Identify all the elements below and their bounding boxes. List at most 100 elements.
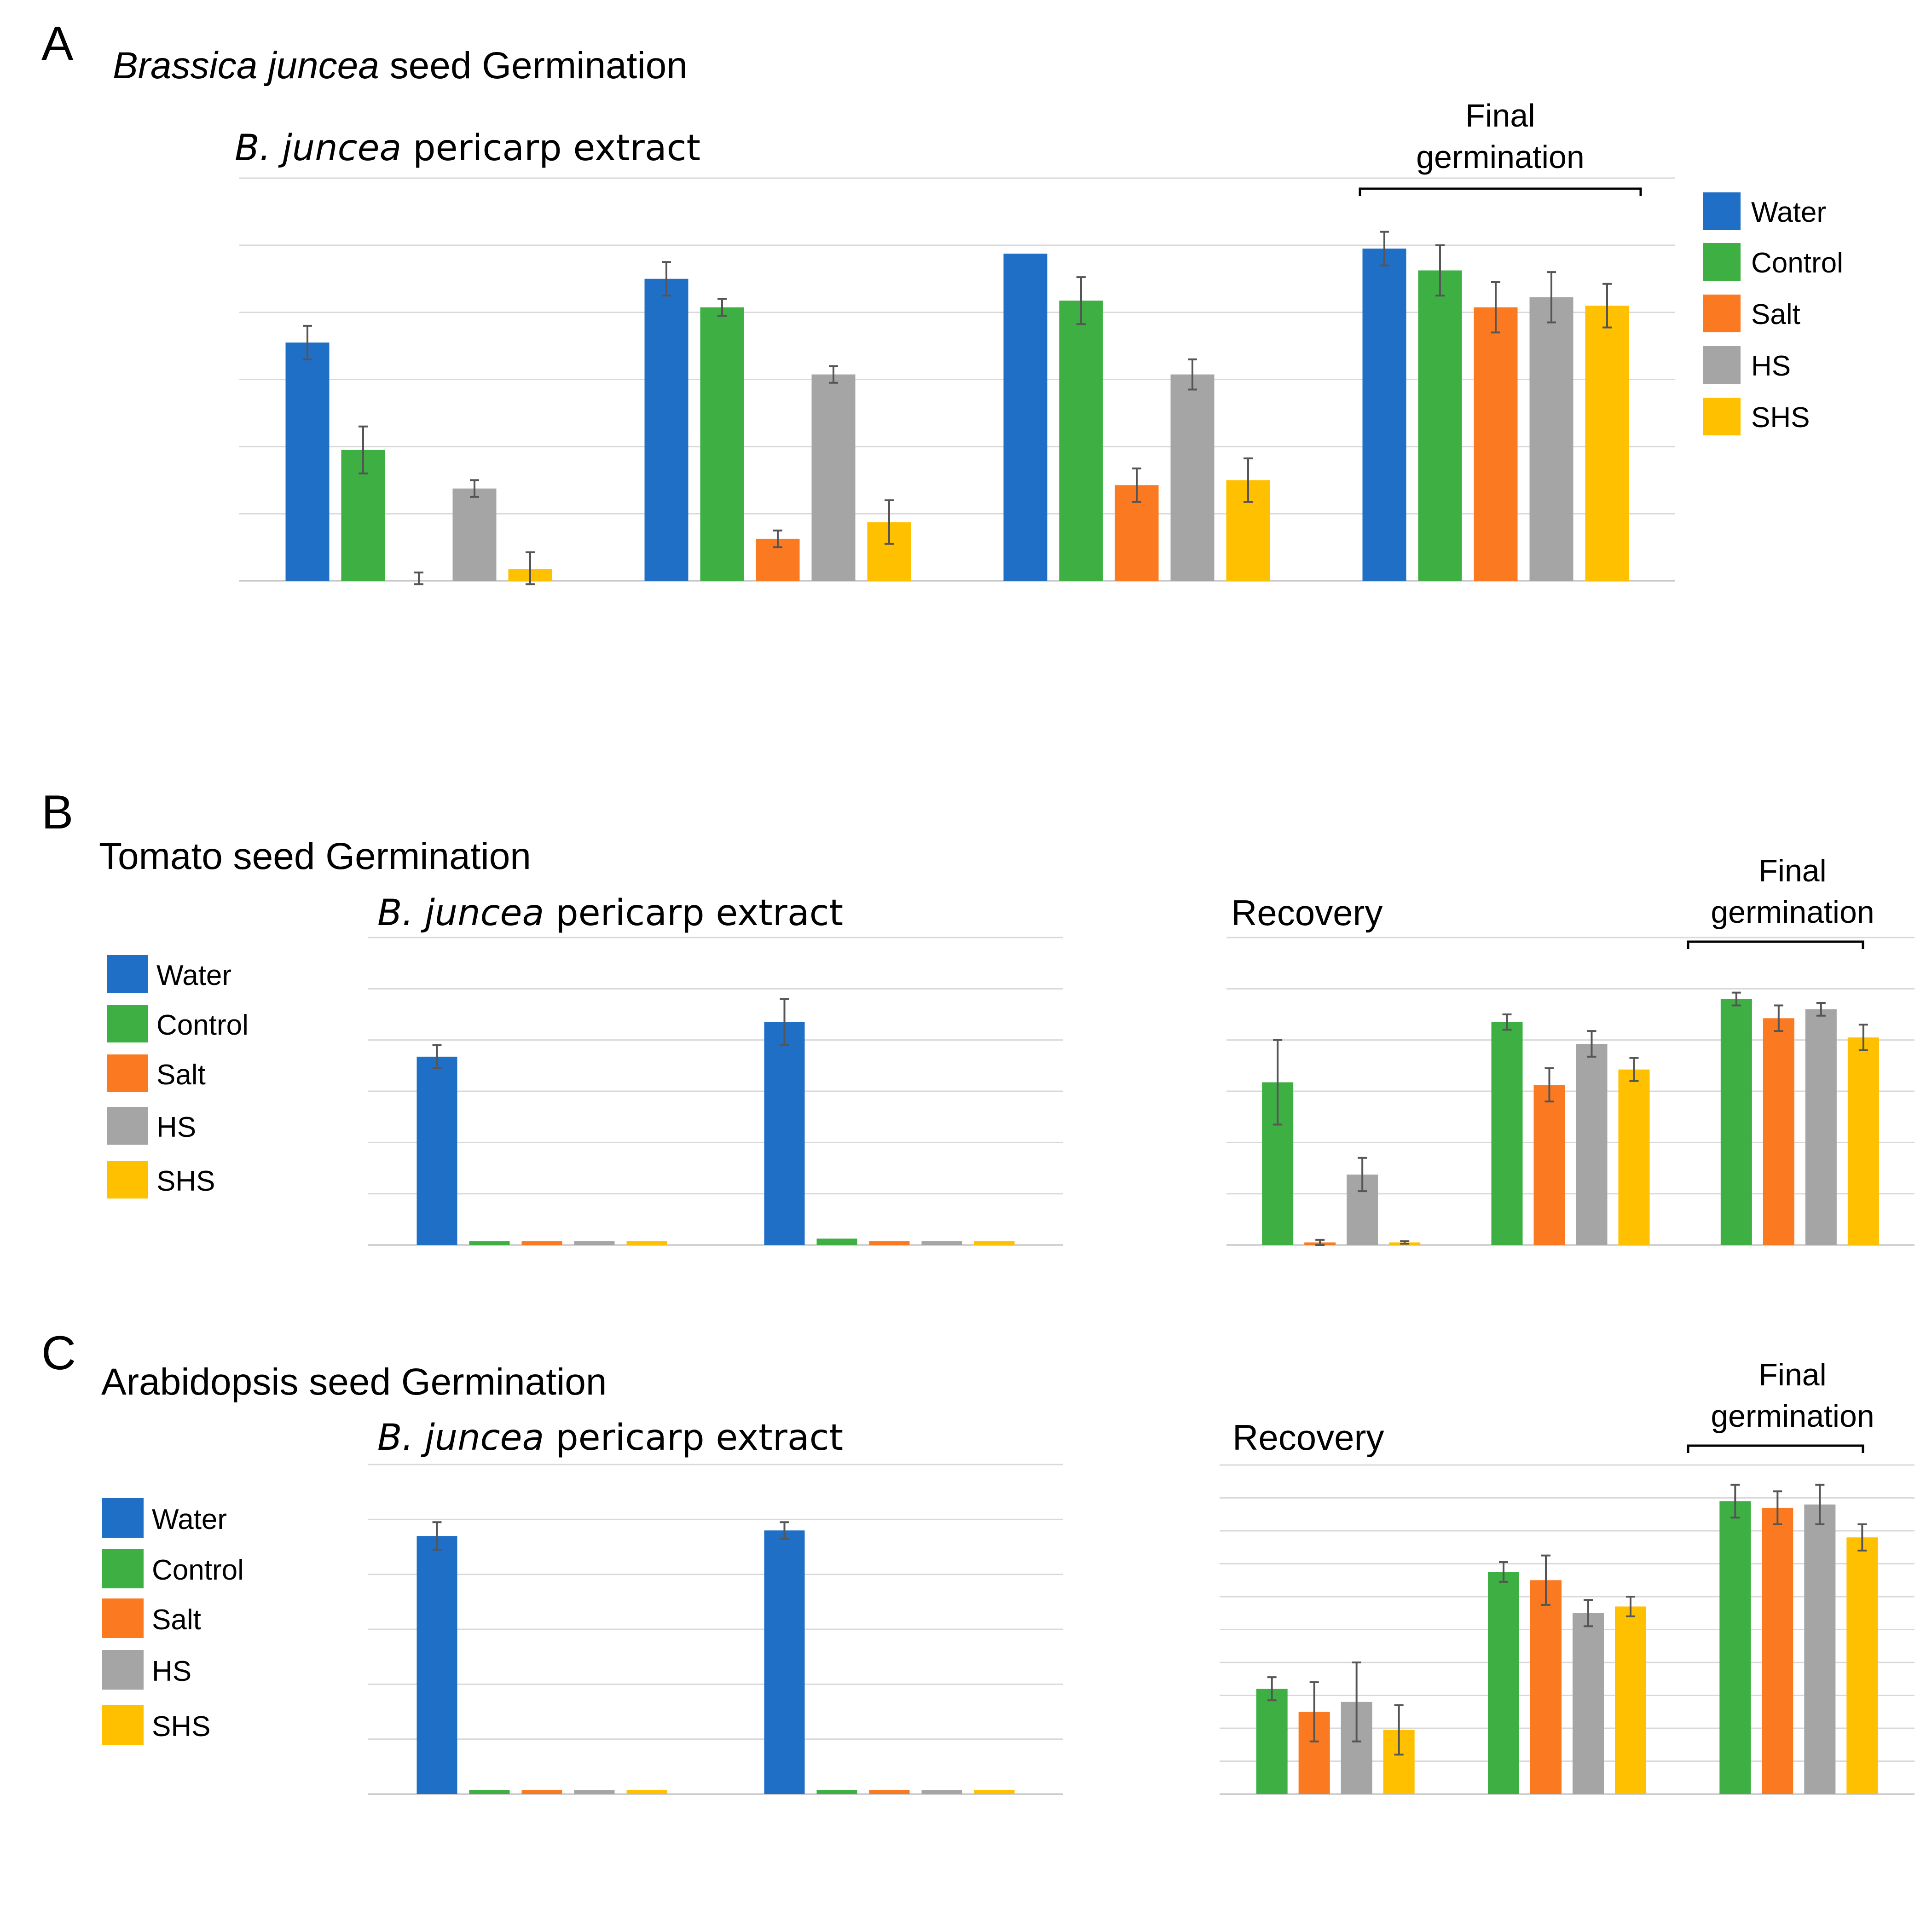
- bar-control-72: [816, 1790, 857, 1794]
- bar-salt-72: [521, 1241, 562, 1245]
- bar-shs-72: [626, 1241, 667, 1245]
- legend-c-swatch-water: [102, 1498, 144, 1538]
- legend-panel-b: Water Control Salt HS SHS: [107, 955, 249, 1199]
- final-germination-bracket: [1359, 187, 1642, 196]
- panel-b-title: Tomato seed Germination: [99, 835, 531, 877]
- bar-salt-96: [1474, 307, 1518, 581]
- bar-shs-72: [974, 1790, 1015, 1794]
- panel-c-subtitle-rest: pericarp extract: [544, 1417, 843, 1459]
- legend-a-swatch-water: [1703, 192, 1741, 230]
- panel-a-title-rest: seed Germination: [379, 45, 688, 87]
- bar-control-72: [1720, 999, 1752, 1245]
- bar-control-48: [1491, 1022, 1523, 1245]
- bar-hs-48: [1576, 1044, 1608, 1245]
- final-germination-bracket: [1687, 1444, 1864, 1453]
- legend-a-label-water: Water: [1751, 197, 1826, 228]
- final-germination-label: Final: [1758, 1357, 1826, 1392]
- bar-hs-72: [1805, 1009, 1837, 1245]
- panel-a-subtitle: B. juncea pericarp extract: [235, 127, 700, 169]
- bar-salt-72: [869, 1790, 910, 1794]
- bar-hs-96: [921, 1241, 962, 1245]
- chart-panel-c-extract: [368, 1464, 1063, 1795]
- bar-water-72: [416, 1056, 457, 1245]
- final-germination-label: Final: [1465, 98, 1535, 133]
- bar-water-24: [285, 342, 330, 581]
- bar-shs-48: [1618, 1069, 1650, 1245]
- legend-b-swatch-salt: [107, 1054, 148, 1092]
- bar-control-48: [1256, 1689, 1288, 1794]
- panel-c-recovery-title: Recovery: [1232, 1417, 1384, 1458]
- legend-b-swatch-hs: [107, 1107, 148, 1145]
- bar-hs-96: [1529, 297, 1573, 581]
- panel-letter-c: C: [41, 1326, 76, 1380]
- legend-c-label-salt: Salt: [152, 1604, 201, 1636]
- panel-letter-b: B: [41, 786, 73, 839]
- bar-salt-48: [521, 1790, 562, 1794]
- legend-b-label-control: Control: [156, 1009, 249, 1041]
- legend-a-swatch-salt: [1703, 295, 1741, 332]
- bar-shs-48: [626, 1790, 667, 1794]
- panel-c-subtitle-species: B. juncea: [377, 1417, 544, 1459]
- legend-b-label-hs: HS: [156, 1112, 196, 1143]
- panel-letter-a: A: [41, 17, 74, 70]
- legend-panel-a: Water Control Salt HS SHS: [1703, 192, 1843, 435]
- panel-a-title-species: Brassica juncea: [113, 45, 379, 87]
- bar-salt-96: [1762, 1507, 1793, 1794]
- panel-b-recovery-title: Recovery: [1231, 892, 1382, 933]
- bar-salt-72: [1763, 1018, 1794, 1245]
- bar-control-72: [469, 1241, 510, 1245]
- bar-shs-96: [1846, 1537, 1878, 1794]
- chart-panel-c-recovery: Final germination: [1220, 1357, 1915, 1795]
- panel-a-subtitle-rest: pericarp extract: [401, 127, 700, 169]
- legend-b-label-water: Water: [156, 960, 231, 991]
- chart-panel-a: Final germination: [239, 98, 1675, 585]
- chart-panel-b-recovery: Final germination: [1226, 853, 1915, 1246]
- bar-water-96: [764, 1022, 805, 1245]
- bar-control-48: [469, 1790, 510, 1794]
- bar-hs-72: [574, 1241, 615, 1245]
- bar-hs-96: [1804, 1504, 1836, 1794]
- legend-b-swatch-control: [107, 1005, 148, 1042]
- legend-a-label-shs: SHS: [1751, 402, 1810, 434]
- legend-c-swatch-hs: [102, 1650, 144, 1690]
- bar-control-72: [1488, 1572, 1519, 1794]
- legend-panel-c: Water Control Salt HS SHS: [102, 1498, 244, 1745]
- bar-water-72: [764, 1530, 805, 1794]
- panel-a-title: Brassica juncea seed Germination: [113, 45, 688, 87]
- bar-shs-96: [1585, 306, 1629, 581]
- legend-b-label-salt: Salt: [156, 1059, 206, 1091]
- panel-c-subtitle: B. juncea pericarp extract: [377, 1417, 843, 1459]
- bar-shs-72: [1847, 1037, 1879, 1245]
- final-germination-label-line2: germination: [1416, 139, 1585, 175]
- legend-a-swatch-hs: [1703, 346, 1741, 384]
- bar-water-96: [1362, 249, 1406, 581]
- bar-hs-72: [1170, 374, 1215, 581]
- final-germination-label-line2: germination: [1711, 895, 1874, 930]
- panel-b-subtitle: B. juncea pericarp extract: [377, 892, 843, 934]
- panel-b-subtitle-rest: pericarp extract: [544, 892, 843, 934]
- panel-a-subtitle-species: B. juncea: [235, 127, 401, 169]
- bar-water-48: [644, 278, 688, 581]
- chart-panel-b-extract: [368, 937, 1063, 1246]
- bar-control-96: [816, 1239, 857, 1245]
- bar-hs-48: [811, 374, 856, 581]
- legend-c-swatch-control: [102, 1549, 144, 1588]
- bar-control-96: [1719, 1501, 1751, 1794]
- legend-b-swatch-shs: [107, 1161, 148, 1199]
- legend-a-label-hs: HS: [1751, 350, 1791, 382]
- legend-c-label-shs: SHS: [152, 1711, 210, 1743]
- bar-hs-72: [1573, 1613, 1604, 1794]
- panel-b-subtitle-species: B. juncea: [377, 892, 544, 934]
- bar-hs-48: [574, 1790, 615, 1794]
- bar-shs-96: [974, 1241, 1015, 1245]
- bar-control-96: [1418, 270, 1462, 581]
- bar-salt-48: [1533, 1085, 1565, 1245]
- legend-c-label-control: Control: [152, 1554, 244, 1586]
- bar-water-72: [1003, 254, 1047, 581]
- bar-hs-72: [921, 1790, 962, 1794]
- legend-a-label-salt: Salt: [1751, 299, 1800, 330]
- bar-water-48: [416, 1536, 457, 1794]
- bar-control-72: [1059, 301, 1103, 581]
- final-germination-bracket: [1687, 940, 1864, 949]
